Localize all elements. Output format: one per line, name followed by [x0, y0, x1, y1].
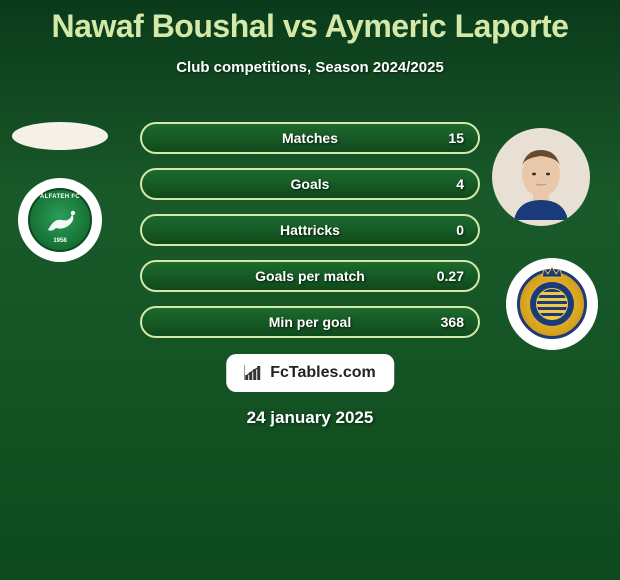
page-title: Nawaf Boushal vs Aymeric Laporte	[0, 0, 620, 45]
nassr-crest-icon	[517, 269, 587, 339]
stat-row-min-per-goal: Min per goal 368	[140, 306, 480, 338]
globe-icon	[536, 288, 568, 320]
stat-label: Goals per match	[255, 268, 365, 284]
bar-chart-icon	[244, 365, 264, 381]
stat-right-value: 368	[434, 314, 464, 330]
crown-icon	[541, 266, 563, 278]
nassr-inner-circle	[530, 282, 574, 326]
stats-container: Matches 15 Goals 4 Hattricks 0 Goals per…	[140, 122, 480, 352]
right-club-badge	[506, 258, 598, 350]
stat-label: Min per goal	[269, 314, 351, 330]
stat-right-value: 15	[434, 130, 464, 146]
stat-row-hattricks: Hattricks 0	[140, 214, 480, 246]
runner-icon	[42, 208, 82, 236]
stat-label: Goals	[291, 176, 330, 192]
site-label: FcTables.com	[270, 364, 376, 382]
subtitle: Club competitions, Season 2024/2025	[0, 59, 620, 76]
stat-right-value: 0	[434, 222, 464, 238]
date-label: 24 january 2025	[0, 408, 620, 428]
player-portrait-icon	[506, 140, 576, 220]
left-player-avatar	[12, 122, 108, 150]
left-club-badge	[18, 178, 102, 262]
alfateh-crest-icon	[28, 188, 92, 252]
stat-row-goals-per-match: Goals per match 0.27	[140, 260, 480, 292]
site-attribution[interactable]: FcTables.com	[226, 354, 394, 392]
stat-label: Matches	[282, 130, 338, 146]
stat-right-value: 4	[434, 176, 464, 192]
stat-right-value: 0.27	[434, 268, 464, 284]
stat-row-matches: Matches 15	[140, 122, 480, 154]
stat-label: Hattricks	[280, 222, 340, 238]
stat-row-goals: Goals 4	[140, 168, 480, 200]
right-player-avatar	[492, 128, 590, 226]
